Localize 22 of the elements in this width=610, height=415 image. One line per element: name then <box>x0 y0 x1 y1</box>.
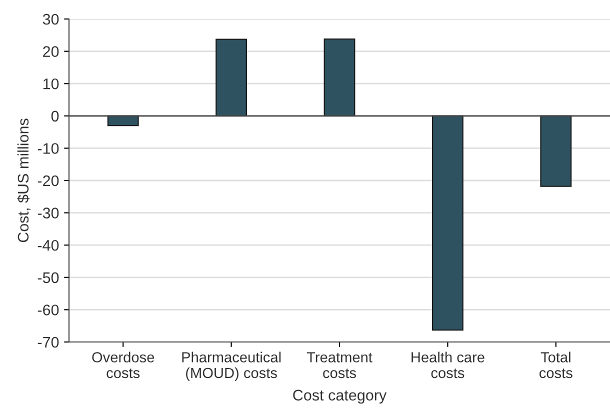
y-tick-label: 0 <box>51 110 59 122</box>
bar <box>216 38 248 116</box>
y-tick-label: -70 <box>38 336 59 348</box>
bar <box>324 38 356 116</box>
bar <box>540 115 572 187</box>
x-tick-label: Health care costs <box>412 352 484 378</box>
x-tick-label: Treatment costs <box>306 352 372 378</box>
y-tick-label: 30 <box>42 14 59 25</box>
bar <box>432 115 464 331</box>
x-tick-label: Total costs <box>540 352 572 378</box>
y-tick-label: -40 <box>38 240 59 251</box>
y-tick-label: -10 <box>38 143 59 154</box>
y-tick-label: -50 <box>38 272 59 284</box>
y-tick-label: 20 <box>43 46 59 57</box>
y-tick-label: -60 <box>38 304 59 316</box>
y-tick-label: -20 <box>38 175 59 186</box>
x-tick-label: Pharmaceutical (MOUD) costs <box>182 352 281 382</box>
y-tick-label: -30 <box>38 208 59 218</box>
y-tick-label: 10 <box>43 78 59 90</box>
y-axis-title: Cost, $US millions <box>17 118 30 242</box>
x-tick-label: Overdose costs <box>92 352 154 378</box>
x-axis-title: Cost category <box>293 390 387 404</box>
